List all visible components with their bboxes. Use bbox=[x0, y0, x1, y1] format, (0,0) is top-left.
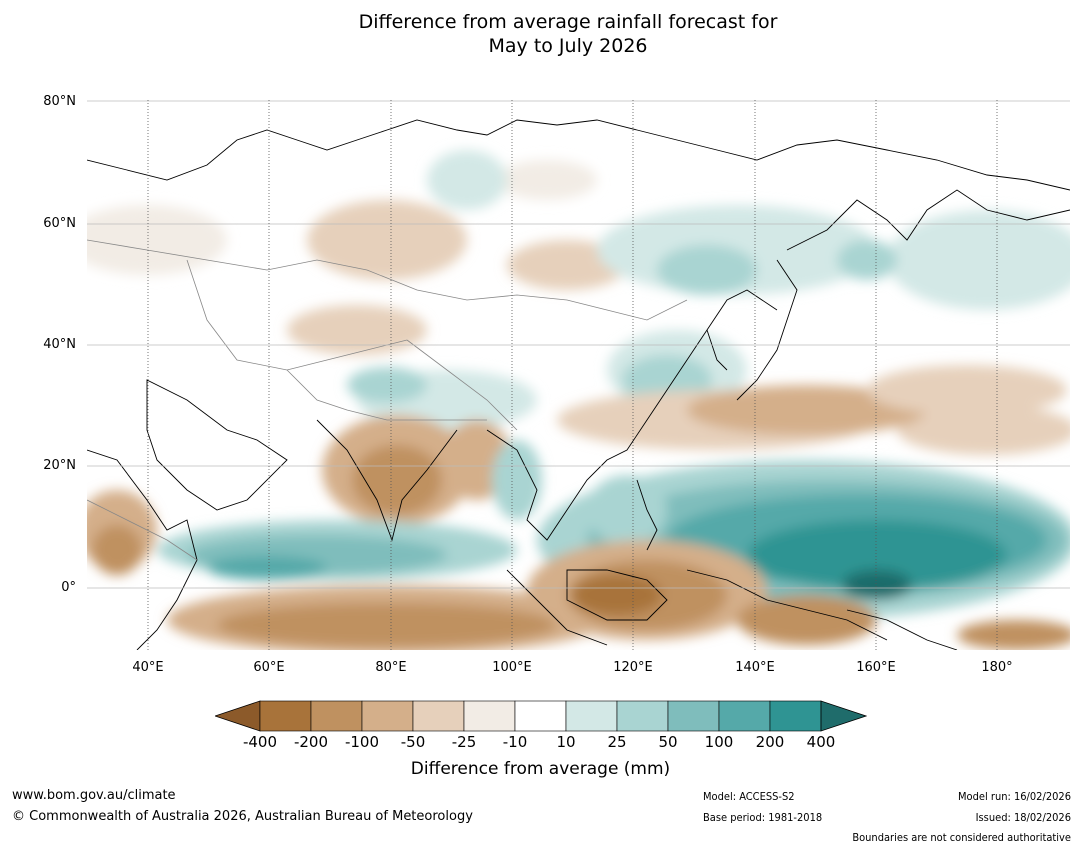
map-title: Difference from average rainfall forecas… bbox=[0, 10, 1081, 58]
colorbar-swatch bbox=[310, 700, 363, 732]
colorbar-swatch bbox=[412, 700, 465, 732]
colorbar-swatch bbox=[565, 700, 618, 732]
anomaly-fields bbox=[87, 150, 1070, 650]
lat-label-80n: 80°N bbox=[43, 94, 76, 109]
rainfall-map bbox=[87, 100, 1070, 650]
colorbar-swatch bbox=[361, 700, 414, 732]
title-line-1: Difference from average rainfall forecas… bbox=[358, 11, 778, 33]
colorbar-swatch bbox=[259, 700, 312, 732]
map-canvas bbox=[87, 100, 1070, 650]
title-line-2: May to July 2026 bbox=[488, 35, 648, 57]
lon-label-120e: 120°E bbox=[613, 660, 653, 675]
colorbar-tick-label: -200 bbox=[293, 733, 329, 751]
footer-model-run: Model run: 16/02/2026 bbox=[958, 790, 1071, 803]
lon-label-160e: 160°E bbox=[856, 660, 896, 675]
colorbar-swatch bbox=[667, 700, 720, 732]
footer-model: Model: ACCESS-S2 bbox=[703, 790, 795, 803]
latitude-gridlines bbox=[87, 100, 1070, 589]
colorbar-tick-label: -400 bbox=[242, 733, 278, 751]
colorbar-swatch bbox=[616, 700, 669, 732]
colorbar-tick-label: 50 bbox=[658, 733, 678, 751]
lon-label-80e: 80°E bbox=[375, 660, 407, 675]
colorbar-tick-label: 100 bbox=[704, 733, 734, 751]
footer-base-period: Base period: 1981-2018 bbox=[703, 811, 823, 824]
colorbar-tick-label: 200 bbox=[755, 733, 785, 751]
footer-website: www.bom.gov.au/climate bbox=[12, 788, 176, 803]
colorbar-tick-label: -100 bbox=[344, 733, 380, 751]
lon-label-40e: 40°E bbox=[132, 660, 164, 675]
lat-label-60n: 60°N bbox=[43, 216, 76, 231]
country-boundaries bbox=[87, 239, 688, 561]
colorbar-tick-label: -50 bbox=[400, 733, 426, 751]
lat-label-40n: 40°N bbox=[43, 337, 76, 352]
footer-copyright: © Commonwealth of Australia 2026, Austra… bbox=[12, 809, 473, 824]
lon-label-100e: 100°E bbox=[492, 660, 532, 675]
lat-label-0: 0° bbox=[61, 580, 76, 595]
colorbar-swatch bbox=[769, 700, 822, 732]
colorbar-swatch bbox=[463, 700, 516, 732]
colorbar-tick-label: 25 bbox=[607, 733, 627, 751]
footer-disclaimer: Boundaries are not considered authoritat… bbox=[852, 831, 1071, 844]
colorbar-tick-label: 400 bbox=[806, 733, 836, 751]
colorbar-tick-label: -10 bbox=[502, 733, 528, 751]
lon-label-180: 180° bbox=[981, 660, 1013, 675]
colorbar-tick-label: -25 bbox=[451, 733, 477, 751]
footer-issued: Issued: 18/02/2026 bbox=[975, 811, 1071, 824]
colorbar-min-arrow bbox=[213, 700, 261, 732]
lat-label-20n: 20°N bbox=[43, 458, 76, 473]
colorbar-tick-label: 10 bbox=[556, 733, 576, 751]
lon-label-60e: 60°E bbox=[253, 660, 285, 675]
colorbar-swatch bbox=[514, 700, 567, 732]
coastlines bbox=[87, 119, 1070, 650]
colorbar-label: Difference from average (mm) bbox=[410, 759, 671, 779]
colorbar-max-arrow bbox=[820, 700, 868, 732]
lon-label-140e: 140°E bbox=[735, 660, 775, 675]
colorbar-swatches bbox=[213, 700, 868, 732]
colorbar bbox=[213, 700, 868, 736]
colorbar-swatch bbox=[718, 700, 771, 732]
